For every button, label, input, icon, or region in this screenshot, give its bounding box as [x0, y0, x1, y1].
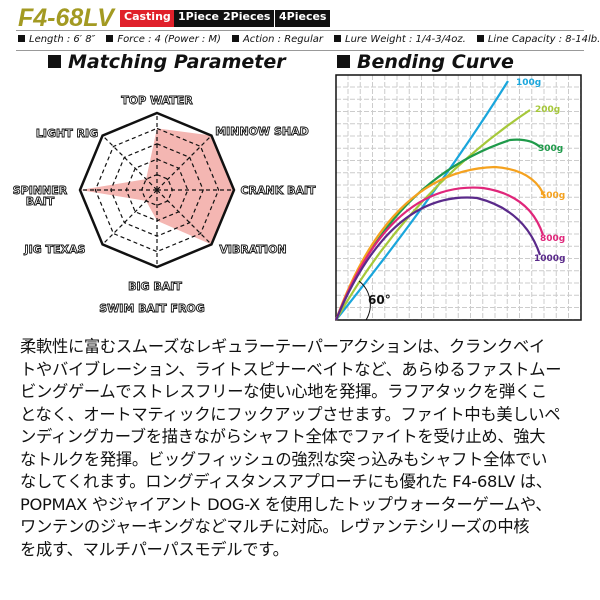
heading-text: Bending Curve: [357, 51, 514, 73]
matching-heading: Matching Parameter: [48, 51, 286, 73]
bend-load-label: 100g: [516, 78, 541, 88]
bend-load-label: 300g: [538, 144, 563, 154]
radar-label: SPINNER BAIT: [13, 184, 68, 208]
description: 柔軟性に富むスムーズなレギュラーテーパーアクションは、クランクベイ トやバイブレー…: [20, 336, 590, 561]
radar-axis: [102, 135, 158, 191]
bend-curve: [334, 196, 542, 321]
spec-text: Action : Regular: [242, 34, 323, 45]
bend-curve: [334, 138, 541, 321]
tag-casting: Casting: [120, 10, 175, 27]
description-line: ワンテンのジャーキングなどマルチに対応。レヴァンテシリーズの中核: [20, 517, 530, 536]
bend-curve: [334, 165, 547, 321]
bend-load-label: 1000g: [534, 254, 566, 264]
spec-line-capacity: Line Capacity : 8-14lb.: [476, 34, 600, 45]
radar-chart: TOP WATER MINNOW SHAD CRANK BAIT VIBRATION B…: [12, 94, 316, 316]
radar-outline: [78, 111, 236, 269]
description-line: なしてくれます。ロングディスタンスアプローチにも優れた F4-68LV は、: [20, 472, 552, 491]
spec-text: Line Capacity : 8-14lb.: [487, 34, 600, 45]
bend-load-label: 500g: [540, 191, 565, 201]
description-line: ンディングカーブを描きながらシャフト全体でファイトを受け止め、強大: [20, 427, 546, 446]
radar-label: MINNOW SHAD: [215, 125, 309, 138]
spec-action: Action : Regular: [231, 34, 323, 45]
description-line: 柔軟性に富むスムーズなレギュラーテーパーアクションは、クランクベイ: [20, 337, 545, 356]
spec-text: Force : 4 (Power : M): [117, 34, 221, 45]
heading-text: Matching Parameter: [68, 51, 286, 73]
spec-text: Lure Weight : 1/4-3/4oz.: [345, 34, 466, 45]
radar-label: TOP WATER: [121, 94, 193, 107]
bending-heading: Bending Curve: [337, 51, 514, 73]
description-line: ビングゲームでストレスフリーな使い心地を発揮。ラフアタックを弾くこ: [20, 382, 547, 401]
tag-4pieces: 4Pieces: [275, 10, 331, 27]
spec-row: Length : 6′ 8″ Force : 4 (Power : M) Act…: [18, 34, 600, 45]
description-line: なトルクを発揮。ビッグフィッシュの強烈な突っ込みもシャフト全体でい: [20, 449, 548, 469]
spec-length: Length : 6′ 8″: [18, 34, 95, 45]
radar-ring: [110, 143, 204, 237]
bending-curve-chart: 100g 200g 300g 500g 800g 1000g 60°: [334, 74, 582, 321]
radar-label: LIGHT RIG: [36, 127, 98, 140]
radar-ring: [140, 173, 174, 207]
description-line: POPMAX やジャイアント DOG-X を使用したトップウォーターゲームや、: [20, 494, 552, 514]
angle-label: 60°: [368, 293, 391, 307]
spec-force: Force : 4 (Power : M): [106, 34, 221, 45]
bend-load-label: 800g: [540, 234, 565, 244]
radar-label-swim-bait-frog: SWIM BAIT FROG: [99, 302, 205, 315]
description-line: となく、オートマティックにフックアップさせます。ファイト中も美しいペ: [20, 404, 561, 424]
tag-2pieces: 2Pieces: [219, 10, 275, 27]
radar-label: CRANK BAIT: [240, 184, 316, 197]
radar-axis: [156, 135, 212, 191]
spec-text: Length : 6′ 8″: [29, 34, 96, 45]
radar-axis: [156, 189, 212, 245]
divider: [16, 50, 584, 51]
description-line: トやバイブレーション、ライトスピナーベイトなど、あらゆるファストムー: [20, 359, 562, 379]
divider: [16, 30, 584, 31]
radar-label: VIBRATION: [219, 243, 286, 256]
angle-arc: [358, 280, 371, 321]
spec-lure-weight: Lure Weight : 1/4-3/4oz.: [334, 34, 466, 45]
model-name: F4-68LV: [18, 4, 114, 32]
radar-label: JIG TEXAS: [24, 243, 86, 256]
description-line: を成す、マルチパーパスモデルです。: [20, 539, 289, 559]
bend-curve: [334, 186, 545, 321]
radar-label: BIG BAIT: [128, 280, 182, 293]
chart-frame: [335, 74, 582, 321]
tag-1piece: 1Piece: [174, 10, 223, 27]
bend-load-label: 200g: [535, 105, 560, 115]
radar-axis: [102, 189, 158, 245]
bend-curve: [335, 109, 531, 321]
